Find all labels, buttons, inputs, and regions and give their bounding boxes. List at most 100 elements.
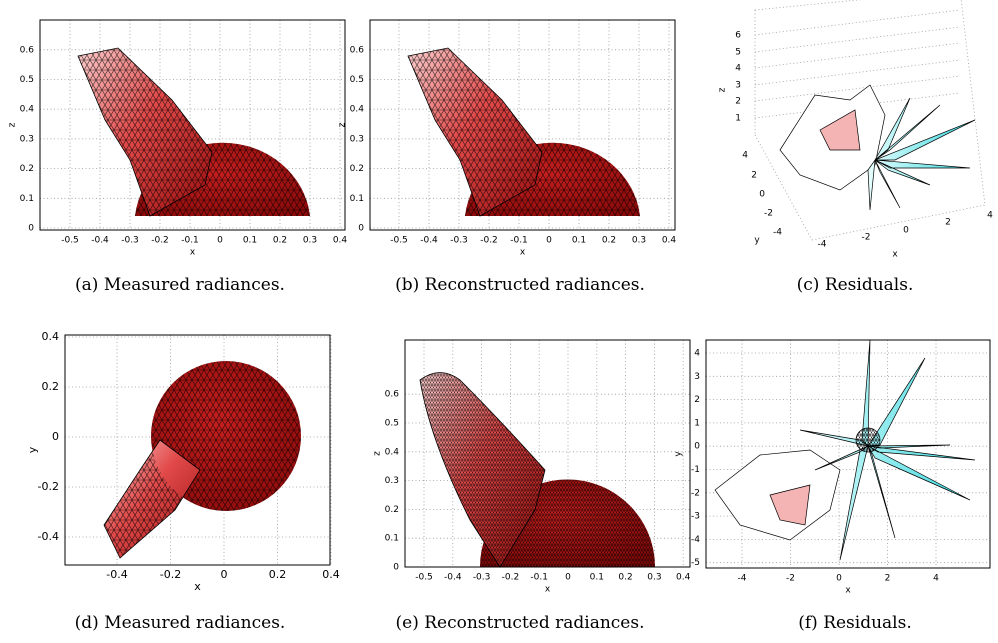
x-tick-label: 0.3	[303, 236, 317, 246]
y-tick-label: -0.4	[38, 530, 59, 543]
z-tick-label: 2	[735, 97, 741, 107]
grid-line	[754, 92, 961, 119]
y-tick-label: 0	[358, 224, 364, 234]
axes-edge	[811, 204, 986, 241]
y-tick-label: -2	[691, 488, 700, 498]
y-tick-label: -5	[691, 558, 700, 568]
x-tick-label: 2	[885, 574, 891, 584]
x-tick-label: 0	[836, 574, 842, 584]
y-tick-label: -1	[691, 465, 700, 475]
x-tick-label: 0.2	[602, 236, 616, 246]
y-tick-label: 4	[694, 349, 700, 359]
x-tick-label: -0.2	[151, 236, 169, 246]
x-tick-label: 0	[221, 568, 228, 581]
x-axis-label: x	[845, 586, 851, 596]
z-tick-label: 4	[735, 64, 741, 74]
caption: (c) Residuals.	[797, 275, 914, 295]
y-tick-label: -4	[691, 535, 700, 545]
x-tick-label: 0.1	[572, 236, 586, 246]
grid-line	[754, 75, 961, 102]
y-tick-label: 0.1	[350, 194, 364, 204]
y-tick-label: 0.1	[385, 534, 399, 544]
caption: (a) Measured radiances.	[75, 275, 285, 295]
x-tick-label: -0.4	[420, 236, 438, 246]
y-tick-label: 2	[751, 171, 757, 181]
x-tick-label: -4	[738, 574, 747, 584]
x-tick-label: 4	[987, 211, 993, 221]
x-tick-label: -0.3	[450, 236, 468, 246]
grid-line	[754, 42, 961, 69]
y-tick-label: 0	[759, 190, 765, 200]
y-tick-label: 0.4	[42, 330, 60, 343]
x-tick-label: 0.2	[618, 573, 632, 583]
y-axis-label: y	[754, 236, 760, 246]
axes-box	[39, 19, 346, 231]
x-tick-label: -0.5	[61, 236, 79, 246]
y-tick-label: -3	[691, 512, 700, 522]
y-tick-label: 0.2	[385, 505, 399, 515]
grid-line	[754, 9, 961, 36]
x-tick-label: 0.4	[333, 236, 348, 246]
x-tick-label: -0.2	[480, 236, 498, 246]
x-axis-label: x	[190, 248, 196, 258]
residual-render	[714, 339, 976, 561]
y-tick-label: -2	[764, 209, 773, 219]
x-tick-label: 0.4	[662, 236, 677, 246]
z-tick-label: 1	[735, 114, 741, 124]
y-tick-label: 1	[694, 418, 700, 428]
x-tick-label: 0	[903, 226, 909, 236]
x-tick-label: 0.1	[590, 573, 604, 583]
z-tick-label: 3	[735, 81, 741, 91]
x-axis-label: x	[194, 580, 201, 593]
y-tick-label: 0	[28, 224, 34, 234]
caption: (d) Measured radiances.	[75, 613, 286, 633]
x-tick-label: -4	[818, 240, 827, 250]
x-tick-label: 0.2	[269, 568, 287, 581]
x-tick-label: -0.3	[473, 573, 491, 583]
x-axis-label: x	[892, 250, 898, 260]
axes-box	[369, 19, 676, 231]
x-tick-label: -0.2	[502, 573, 520, 583]
x-axis-label: x	[520, 248, 526, 258]
y-tick-label: -4	[773, 228, 782, 238]
x-tick-label: -0.1	[510, 236, 528, 246]
y-tick-label: 0.3	[350, 134, 364, 144]
y-axis-label: y	[674, 451, 684, 457]
renders	[77, 47, 976, 568]
y-axis-label: z	[8, 122, 18, 127]
x-tick-label: 2	[945, 218, 951, 228]
x-tick-label: 0	[217, 236, 223, 246]
y-tick-label: 0.3	[20, 134, 34, 144]
y-axis-label: z	[338, 122, 348, 127]
y-tick-label: 0.1	[20, 194, 34, 204]
z-tick-label: 5	[735, 48, 741, 58]
x-tick-label: -0.3	[121, 236, 139, 246]
y-tick-label: 0	[694, 442, 700, 452]
x-tick-label: -0.2	[160, 568, 181, 581]
y-tick-label: 0.5	[20, 75, 34, 85]
y-tick-label: 0.4	[385, 447, 400, 457]
y-tick-label: 0.6	[20, 45, 35, 55]
x-tick-label: 0.1	[243, 236, 257, 246]
y-tick-label: 0.6	[350, 45, 365, 55]
x-tick-label: -0.5	[390, 236, 408, 246]
y-tick-label: 0.4	[350, 105, 365, 115]
grid-line	[754, 26, 961, 53]
y-tick-label: 0.5	[350, 75, 364, 85]
y-tick-label: 0.2	[42, 380, 60, 393]
mesh-render	[77, 47, 310, 217]
x-axis-label: x	[545, 585, 551, 595]
axes-box	[404, 339, 691, 568]
y-tick-label: 0	[52, 430, 59, 443]
y-tick-label: 0.2	[350, 164, 364, 174]
axes-edge	[754, 134, 813, 241]
residual-render	[779, 84, 976, 211]
mesh-render	[407, 47, 640, 217]
x-tick-label: 0.2	[273, 236, 287, 246]
y-tick-label: 0.4	[20, 105, 35, 115]
mesh-render	[103, 361, 301, 559]
z-tick-label: 6	[735, 31, 741, 41]
caption: (b) Reconstructed radiances.	[395, 275, 645, 295]
y-tick-label: 0	[393, 563, 399, 573]
